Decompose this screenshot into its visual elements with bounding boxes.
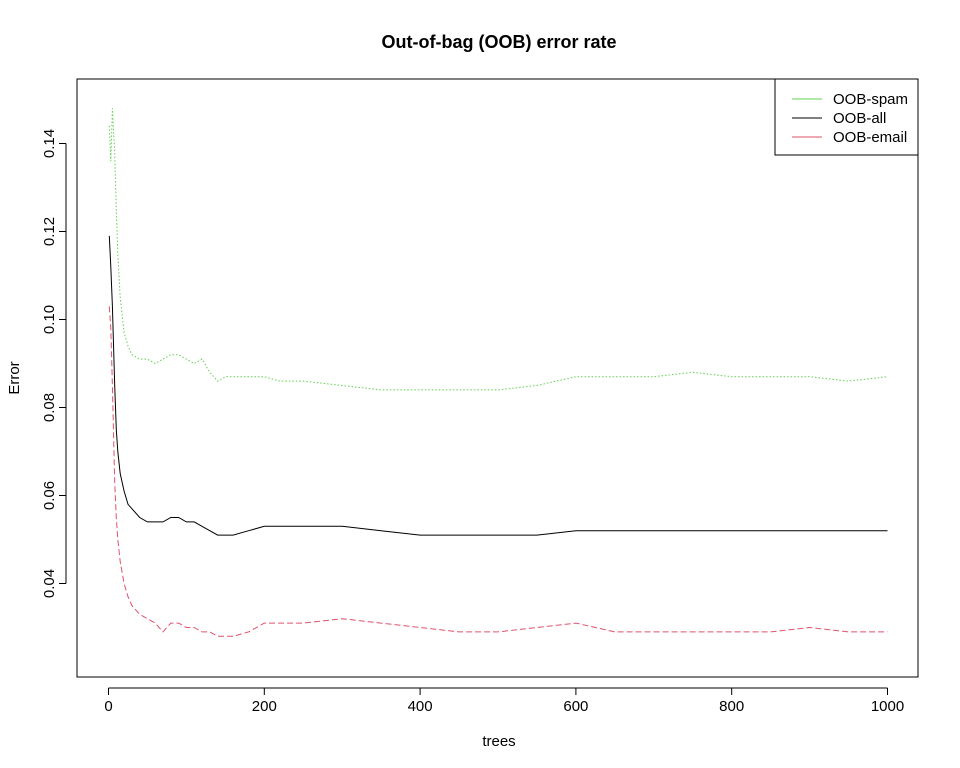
x-tick-label: 200	[252, 698, 277, 715]
series-layer	[108, 108, 888, 637]
series-line-oob-email	[108, 306, 888, 637]
x-axis: 0 200 400 600 800 1000	[104, 687, 904, 715]
y-tick-label: 0.04	[41, 569, 58, 598]
legend: OOB-spam OOB-all OOB-email	[774, 78, 919, 156]
legend-items: OOB-spam OOB-all OOB-email	[792, 91, 908, 146]
y-tick-label: 0.10	[41, 305, 58, 334]
y-tick-label: 0.08	[41, 393, 58, 422]
series-line-oob-all	[108, 235, 888, 536]
x-tick-label: 400	[408, 698, 433, 715]
y-axis-label: Error	[6, 361, 23, 394]
series-line-oob-spam	[108, 108, 888, 391]
y-axis: 0.04 0.06 0.08 0.10 0.12 0.14	[41, 129, 67, 598]
x-tick-label: 800	[719, 698, 744, 715]
legend-entry-label: OOB-all	[833, 110, 886, 127]
x-tick-label: 0	[104, 698, 112, 715]
y-tick-label: 0.06	[41, 481, 58, 510]
y-tick-label: 0.14	[41, 129, 58, 158]
legend-box	[774, 78, 919, 156]
chart-title: Out-of-bag (OOB) error rate	[381, 32, 616, 52]
x-tick-label: 1000	[871, 698, 904, 715]
legend-entry-label: OOB-email	[833, 129, 907, 146]
legend-entry-label: OOB-spam	[833, 91, 908, 108]
x-axis-label: trees	[482, 733, 515, 750]
y-tick-label: 0.12	[41, 217, 58, 246]
x-tick-label: 600	[563, 698, 588, 715]
plot-frame	[76, 78, 919, 678]
